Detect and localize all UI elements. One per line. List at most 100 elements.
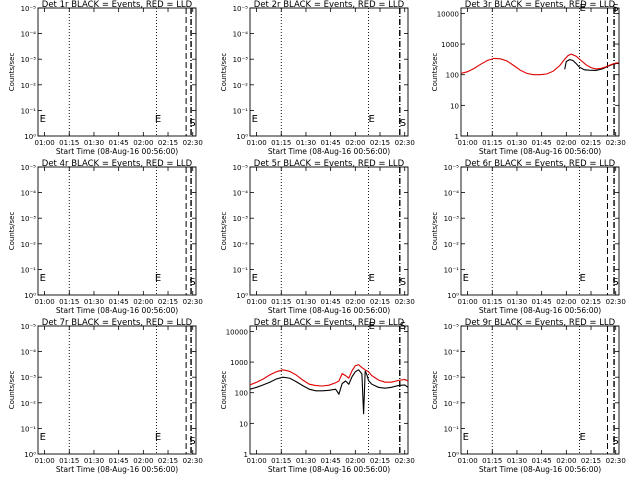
det8-series-1 <box>249 364 409 387</box>
det8-plot-frame <box>249 325 409 455</box>
det2-xtick-label-1: 01:15 <box>271 139 291 147</box>
det5-xtick-label-6: 02:30 <box>395 298 415 306</box>
det7-ytick-label-5: 10⁻⁵ <box>21 323 37 331</box>
det3-annotation-0: E <box>580 3 586 14</box>
det3-series-1 <box>460 53 620 76</box>
det1-xtick-label-0: 01:00 <box>34 139 54 147</box>
det3-xtick-label-3: 01:45 <box>532 139 552 147</box>
det5-plot-frame <box>249 166 409 296</box>
det4-annotation-2: S <box>189 277 195 288</box>
det7-xtick-label-1: 01:15 <box>59 457 79 465</box>
det2-ytick-label-0: 10⁰ <box>236 133 248 141</box>
det8-xtick-label-2: 01:30 <box>296 457 316 465</box>
det5-xtick-label-4: 02:00 <box>345 298 365 306</box>
det5-ytick-label-0: 10⁰ <box>236 292 248 300</box>
det1-plot-frame <box>37 7 197 137</box>
det3-ytick-label-0: 1 <box>455 133 459 141</box>
det2-ytick-label-1: 10⁻¹ <box>233 107 249 115</box>
det7-annotation-1: E <box>155 432 161 443</box>
det4-annotation-0: E <box>40 273 46 284</box>
det8-xtick-label-1: 01:15 <box>271 457 291 465</box>
det1-xtick-label-1: 01:15 <box>59 139 79 147</box>
det7-title: Det 7r BLACK = Events, RED = LLD <box>42 318 193 328</box>
det1-xtick-label-2: 01:30 <box>84 139 104 147</box>
det5-annotation-2: S <box>400 277 406 288</box>
det2-xtick-label-0: 01:00 <box>246 139 266 147</box>
det4-xlabel: Start Time (08-Aug-16 00:56:00) <box>56 306 178 315</box>
det1-annotation-0: E <box>40 114 46 125</box>
det9-xtick-label-3: 01:45 <box>532 457 552 465</box>
det3-xlabel: Start Time (08-Aug-16 00:56:00) <box>479 147 601 156</box>
det6-xlabel: Start Time (08-Aug-16 00:56:00) <box>479 306 601 315</box>
det9-ytick-label-3: 10⁻³ <box>444 374 460 382</box>
det2-xtick-label-2: 01:30 <box>296 139 316 147</box>
det9-xtick-label-2: 01:30 <box>507 457 527 465</box>
det9-ylabel: Counts/sec <box>431 371 439 410</box>
det4-xtick-label-3: 01:45 <box>109 298 129 306</box>
det4-ytick-label-4: 10⁻⁴ <box>21 190 37 198</box>
det6-ylabel: Counts/sec <box>431 212 439 251</box>
det4-ytick-label-1: 10⁻¹ <box>21 266 37 274</box>
det2-annotation-1: E <box>369 114 375 125</box>
det1-xlabel: Start Time (08-Aug-16 00:56:00) <box>56 147 178 156</box>
det6-xtick-label-4: 02:00 <box>556 298 576 306</box>
det3-ylabel: Counts/sec <box>431 53 439 92</box>
det4-ytick-label-2: 10⁻² <box>21 241 37 249</box>
det3-xtick-label-4: 02:00 <box>556 139 576 147</box>
det8-xlabel: Start Time (08-Aug-16 00:56:00) <box>268 465 390 474</box>
det6-ytick-label-5: 10⁻⁵ <box>444 164 460 172</box>
det8-ylabel: Counts/sec <box>220 371 228 410</box>
det7-xtick-label-0: 01:00 <box>34 457 54 465</box>
det8-ytick-label-3: 1000 <box>230 359 248 367</box>
det1-panel: Det 1r BLACK = Events, RED = LLD 01:00 01:… <box>8 0 203 156</box>
det1-title: Det 1r BLACK = Events, RED = LLD <box>42 0 193 10</box>
det2-xtick-label-4: 02:00 <box>345 139 365 147</box>
det9-annotation-0: E <box>463 432 469 443</box>
det7-ytick-label-0: 10⁰ <box>24 451 36 459</box>
det8-ytick-label-2: 100 <box>235 390 248 398</box>
det4-ytick-label-5: 10⁻⁵ <box>21 164 37 172</box>
det2-xtick-label-5: 02:15 <box>370 139 390 147</box>
det8-series-0 <box>249 369 409 415</box>
det5-ylabel: Counts/sec <box>220 212 228 251</box>
det4-plot-frame <box>37 166 197 296</box>
det7-annotation-2: S <box>189 436 195 447</box>
det4-xtick-label-6: 02:30 <box>183 298 203 306</box>
det2-ytick-label-4: 10⁻⁴ <box>233 31 249 39</box>
det8-annotation-0: E <box>369 321 375 332</box>
det1-ytick-label-3: 10⁻³ <box>21 56 37 64</box>
det7-ylabel: Counts/sec <box>8 371 16 410</box>
det3-xtick-label-5: 02:15 <box>581 139 601 147</box>
det8-xtick-label-0: 01:00 <box>246 457 266 465</box>
det6-xtick-label-6: 02:30 <box>606 298 626 306</box>
det9-ytick-label-0: 10⁰ <box>447 451 459 459</box>
det8-ytick-label-0: 1 <box>244 451 248 459</box>
det9-annotation-2: S <box>612 436 618 447</box>
det6-ytick-label-1: 10⁻¹ <box>444 266 460 274</box>
det9-xtick-label-0: 01:00 <box>457 457 477 465</box>
det5-xtick-label-1: 01:15 <box>271 298 291 306</box>
det8-xtick-label-5: 02:15 <box>370 457 390 465</box>
det6-xtick-label-2: 01:30 <box>507 298 527 306</box>
det4-title: Det 4r BLACK = Events, RED = LLD <box>42 159 193 169</box>
det9-ytick-label-4: 10⁻⁴ <box>444 349 460 357</box>
det3-ytick-label-2: 100 <box>446 72 459 80</box>
det1-annotation-1: E <box>155 114 161 125</box>
det3-ytick-label-1: 10 <box>450 102 459 110</box>
det7-ytick-label-1: 10⁻¹ <box>21 425 37 433</box>
det6-xtick-label-5: 02:15 <box>581 298 601 306</box>
det7-xtick-label-2: 01:30 <box>84 457 104 465</box>
det2-plot-frame <box>249 7 409 137</box>
det2-xtick-label-6: 02:30 <box>395 139 415 147</box>
det6-annotation-0: E <box>463 273 469 284</box>
det5-ytick-label-5: 10⁻⁵ <box>233 164 249 172</box>
det5-panel: Det 5r BLACK = Events, RED = LLD 01:00 01:… <box>220 159 415 315</box>
det1-annotation-2: S <box>189 118 195 129</box>
det5-annotation-0: E <box>252 273 258 284</box>
det9-xtick-label-4: 02:00 <box>556 457 576 465</box>
det7-ytick-label-2: 10⁻² <box>21 400 37 408</box>
det3-annotation-1: S <box>612 3 618 14</box>
det3-xtick-label-6: 02:30 <box>606 139 626 147</box>
det4-xtick-label-2: 01:30 <box>84 298 104 306</box>
det3-plot-frame <box>460 7 620 137</box>
